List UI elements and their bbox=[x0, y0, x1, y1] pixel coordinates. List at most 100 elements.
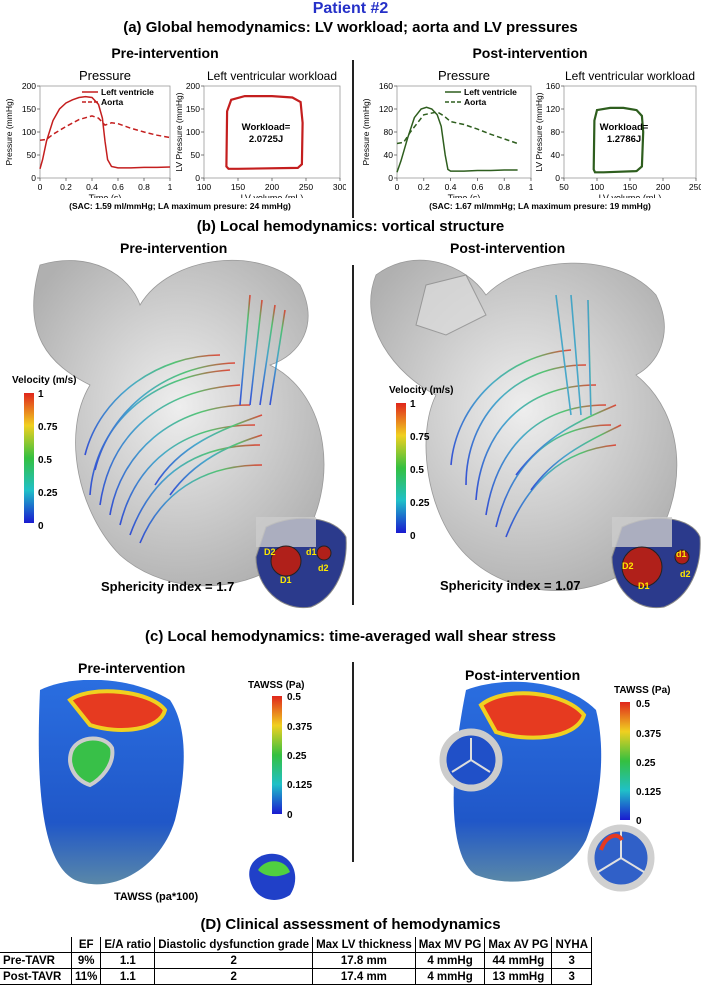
post-tawss-render: TAWSS (Pa) 0.5 0.375 0.25 0.125 0 bbox=[439, 681, 670, 892]
post-velocity-title: Velocity (m/s) bbox=[389, 385, 453, 396]
x-tick-label: 200 bbox=[265, 182, 279, 192]
cell: 4 mmHg bbox=[414, 968, 486, 985]
pre-tawss-tick-2: 0.25 bbox=[287, 751, 307, 762]
x-tick-label: 0.2 bbox=[60, 182, 72, 192]
post-sphericity-inset: D2 D1 d1 d2 bbox=[611, 517, 701, 609]
series-line-pv-loop bbox=[592, 106, 645, 174]
section-a-title: (a) Global hemodynamics: LV workload; ao… bbox=[123, 19, 578, 36]
pre-velocity-title: Velocity (m/s) bbox=[12, 375, 76, 386]
cell: 2 bbox=[154, 952, 314, 969]
y-tick-label: 0 bbox=[195, 173, 200, 183]
workload-annotation-line1: Workload= bbox=[600, 122, 649, 133]
pre-inset-d1: d1 bbox=[306, 547, 317, 557]
cell: 1.1 bbox=[100, 968, 156, 985]
pre-tawss-tick-3: 0.125 bbox=[287, 780, 312, 791]
legend-label: Left ventricle bbox=[101, 87, 154, 97]
section-d-title: (D) Clinical assessment of hemodynamics bbox=[200, 916, 501, 933]
table-row: Pre-TAVR 9% 1.1 2 17.8 mm 4 mmHg 44 mmHg… bbox=[0, 952, 593, 969]
pre-vel-tick-2: 0.5 bbox=[38, 455, 52, 466]
x-tick-label: 0 bbox=[395, 182, 400, 192]
cell: 17.8 mm bbox=[312, 952, 416, 969]
section-c-pre-label: Pre-intervention bbox=[78, 660, 186, 676]
legend-label: Left ventricle bbox=[464, 87, 517, 97]
post-velocity-colorbar bbox=[396, 403, 406, 533]
cell: 4 mmHg bbox=[414, 952, 486, 969]
post-inset-d1: d1 bbox=[676, 549, 687, 559]
pre-inset-D1: D1 bbox=[280, 575, 292, 585]
x-axis-label: Time (s) bbox=[89, 193, 122, 198]
series-line-pv-loop bbox=[225, 95, 304, 170]
pre-pressure-chart: Pressure 0 0.2 0.4 0.6 0.8 1 0 50 100 150 200 Time (… bbox=[4, 68, 173, 198]
cell: 3 bbox=[551, 968, 593, 985]
clinical-header-row: EF E/A ratio Diastolic dysfunction grade… bbox=[0, 937, 593, 953]
pre-sphericity-inset: D2 D1 d1 d2 bbox=[255, 517, 347, 609]
pre-inset-D2: D2 bbox=[264, 547, 276, 557]
x-tick-label: 0.8 bbox=[138, 182, 150, 192]
post-tawss-tick-0: 0.5 bbox=[636, 699, 650, 710]
post-tawss-tick-3: 0.125 bbox=[636, 787, 661, 798]
x-tick-label: 100 bbox=[590, 182, 604, 192]
series-line-aorta bbox=[396, 111, 518, 145]
post-inset-D1: D1 bbox=[638, 581, 650, 591]
pre-tawss-title: TAWSS (Pa) bbox=[248, 680, 304, 691]
col-ef: EF bbox=[70, 937, 102, 953]
section-c-post-label: Post-intervention bbox=[465, 667, 581, 683]
post-velocity-streamlines bbox=[450, 294, 622, 538]
pre-vel-tick-0: 1 bbox=[38, 389, 44, 400]
row-label: Pre-TAVR bbox=[0, 952, 72, 969]
x-tick-label: 50 bbox=[559, 182, 569, 192]
col-nyha: NYHA bbox=[551, 937, 593, 953]
x-axis-label: Time (s) bbox=[448, 193, 481, 198]
y-tick-label: 100 bbox=[22, 127, 36, 137]
series-line-left-ventricle bbox=[39, 95, 171, 170]
cell: 44 mmHg bbox=[484, 952, 553, 969]
pre-workload-chart: Left ventricular workload 100 150 200 250 300… bbox=[176, 69, 346, 198]
section-c-divider bbox=[352, 662, 354, 862]
plot-frame bbox=[396, 85, 532, 179]
x-tick-label: 0.2 bbox=[418, 182, 430, 192]
section-b-post-label: Post-intervention bbox=[450, 240, 566, 256]
y-axis-label: LV Pressure (mmHg) bbox=[176, 92, 184, 171]
y-tick-label: 80 bbox=[384, 127, 394, 137]
section-a-post-label: Post-intervention bbox=[472, 45, 588, 61]
section-b-title: (b) Local hemodynamics: vortical structu… bbox=[196, 218, 505, 235]
post-vel-tick-3: 0.25 bbox=[410, 498, 430, 509]
x-axis-label: LV volume (mL) bbox=[241, 193, 304, 198]
y-tick-label: 50 bbox=[191, 150, 201, 160]
y-tick-label: 0 bbox=[388, 173, 393, 183]
post-vel-tick-1: 0.75 bbox=[410, 432, 430, 443]
x-tick-label: 100 bbox=[197, 182, 211, 192]
plot-frame bbox=[563, 85, 697, 179]
pre-vel-tick-4: 0 bbox=[38, 521, 44, 532]
post-workload-chart: Left ventricular workload 50 100 150 200 250 0… bbox=[536, 69, 701, 198]
pre-velocity-streamlines bbox=[84, 294, 286, 544]
post-tawss-tick-1: 0.375 bbox=[636, 729, 661, 740]
cell: 11% bbox=[70, 968, 102, 985]
y-axis-label: Pressure (mmHg) bbox=[361, 98, 371, 165]
legend-label: Aorta bbox=[464, 97, 486, 107]
x-tick-label: 0.6 bbox=[471, 182, 483, 192]
x-tick-label: 300 bbox=[333, 182, 346, 192]
y-tick-label: 0 bbox=[555, 173, 560, 183]
y-tick-label: 160 bbox=[546, 81, 560, 91]
workload-annotation-line1: Workload= bbox=[242, 122, 291, 133]
post-vel-tick-0: 1 bbox=[410, 399, 416, 410]
pre-inset-d2: d2 bbox=[318, 563, 329, 573]
x-tick-label: 0.4 bbox=[86, 182, 98, 192]
y-tick-label: 120 bbox=[546, 104, 560, 114]
cell: 17.4 mm bbox=[312, 968, 416, 985]
post-tawss-tick-4: 0 bbox=[636, 816, 642, 827]
post-pressure-chart: Pressure 0 0.2 0.4 0.6 0.8 1 0 40 80 120 160 Time (s… bbox=[361, 68, 534, 198]
table-row: Post-TAVR 11% 1.1 2 17.4 mm 4 mmHg 13 mm… bbox=[0, 968, 593, 985]
post-tawss-title: TAWSS (Pa) bbox=[614, 685, 670, 696]
y-tick-label: 40 bbox=[384, 150, 394, 160]
section-a-divider bbox=[352, 60, 354, 218]
col-avpg: Max AV PG bbox=[484, 937, 553, 953]
pre-tawss-colorbar bbox=[272, 696, 282, 814]
patient-title: Patient #2 bbox=[312, 0, 389, 17]
pre-sphericity-index: Sphericity index = 1.7 bbox=[101, 579, 235, 594]
y-tick-label: 50 bbox=[27, 150, 37, 160]
cell: 13 mmHg bbox=[484, 968, 553, 985]
y-tick-label: 160 bbox=[379, 81, 393, 91]
section-c-title: (c) Local hemodynamics: time-averaged wa… bbox=[145, 628, 556, 645]
